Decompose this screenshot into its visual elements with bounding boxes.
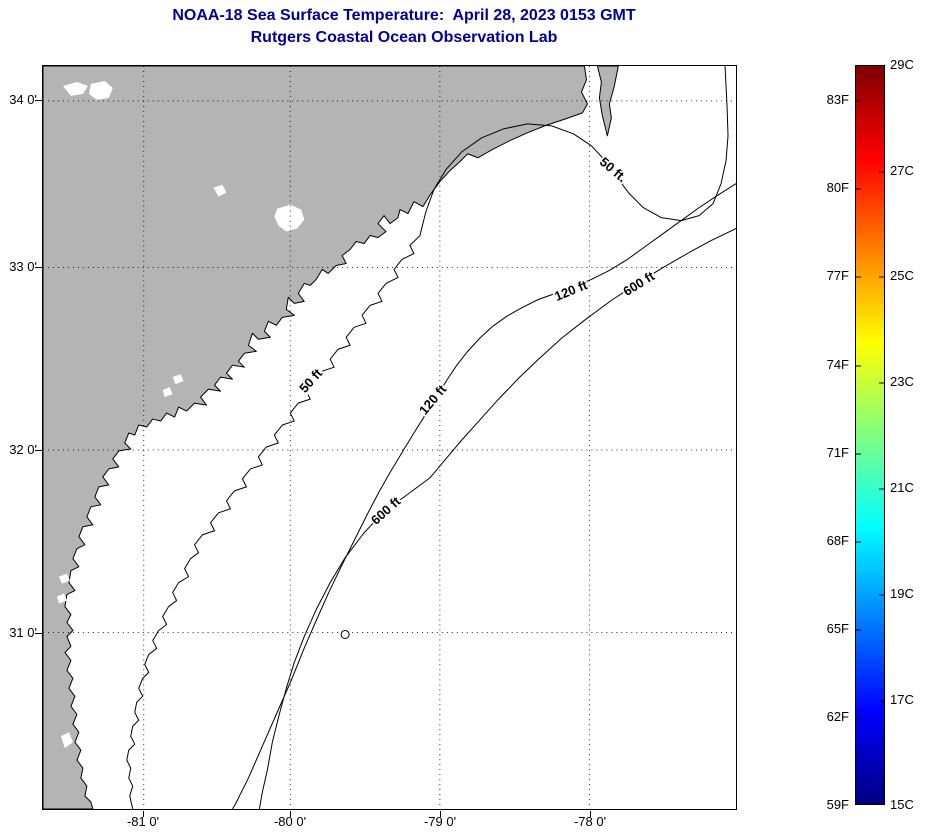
title-line-2: Rutgers Coastal Ocean Observation Lab (250, 29, 558, 46)
x-axis-tick (590, 811, 591, 817)
y-axis-tick (35, 450, 42, 451)
ytick-label-34: 34 0' (9, 92, 37, 107)
cbar-label-59f: 59F (826, 797, 849, 812)
cbar-label-80f: 80F (826, 180, 849, 195)
lake-patch (274, 204, 305, 232)
lake-patch (162, 387, 173, 398)
lake-patch (60, 732, 73, 749)
map-plot-area: 50 ft. 120 ft 600 ft 50 ft 120 ft 600 ft (42, 65, 737, 810)
page-title: NOAA-18 Sea Surface Temperature: April 2… (50, 5, 758, 49)
lake-patch (213, 184, 227, 197)
cbar-label-83f: 83F (826, 92, 849, 107)
graticule-grid (43, 66, 736, 809)
y-axis-tick (35, 100, 42, 101)
lake-patch (88, 80, 113, 100)
xtick-label-79: -79 0' (423, 814, 457, 829)
colorbar-ticks (856, 100, 884, 719)
cbar-label-27c: 27C (890, 163, 914, 178)
lake-patch (58, 573, 70, 584)
cbar-label-77f: 77F (826, 268, 849, 283)
cbar-label-25c: 25C (890, 268, 914, 283)
cbar-label-29c: 29C (890, 57, 914, 72)
cbar-label-21c: 21C (890, 480, 914, 495)
title-line-1: NOAA-18 Sea Surface Temperature: April 2… (172, 7, 636, 24)
x-axis-tick (290, 811, 291, 817)
lake-patches (56, 80, 305, 749)
lake-patch (62, 81, 88, 96)
contour-line-50ft (126, 66, 729, 809)
land-mass (43, 66, 588, 809)
contour-line-600ft (258, 228, 736, 809)
cbar-label-17c: 17C (890, 692, 914, 707)
x-axis-tick (440, 811, 441, 817)
cbar-label-71f: 71F (826, 445, 849, 460)
y-axis-tick (35, 267, 42, 268)
ytick-label-33: 33 0' (9, 259, 37, 274)
ytick-label-31: 31 0' (9, 625, 37, 640)
lake-patch (56, 593, 67, 604)
cbar-label-62f: 62F (826, 709, 849, 724)
xtick-label-81: -81 0' (126, 814, 160, 829)
cbar-label-65f: 65F (826, 621, 849, 636)
cbar-label-19c: 19C (890, 586, 914, 601)
lake-patch (172, 374, 184, 385)
xtick-label-80: -80 0' (273, 814, 307, 829)
ytick-label-32: 32 0' (9, 442, 37, 457)
xtick-label-78: -78 0' (573, 814, 607, 829)
cape-fear-peninsula (596, 66, 619, 137)
cbar-label-68f: 68F (826, 533, 849, 548)
cbar-label-15c: 15C (890, 797, 914, 812)
y-axis-tick (35, 633, 42, 634)
colorbar-tick-marks (856, 100, 884, 719)
small-contour-ring (340, 629, 350, 639)
x-axis-tick (143, 811, 144, 817)
coastal-map-svg (43, 66, 736, 809)
cbar-label-23c: 23C (890, 374, 914, 389)
cbar-label-74f: 74F (826, 357, 849, 372)
temperature-colorbar (855, 65, 885, 805)
